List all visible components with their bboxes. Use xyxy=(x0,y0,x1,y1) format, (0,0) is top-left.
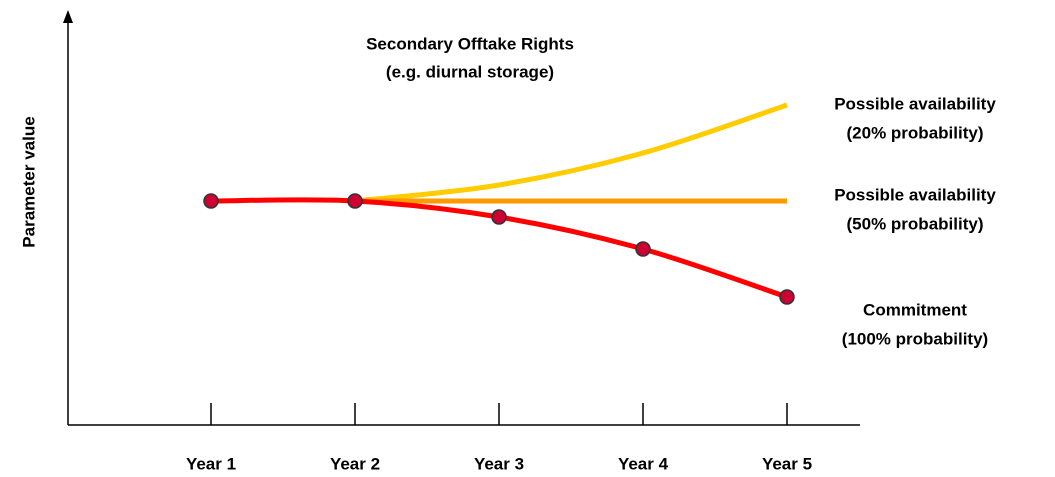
series-label: (50% probability) xyxy=(847,214,984,233)
y-axis-label: Parameter value xyxy=(19,116,38,247)
y-axis-arrow xyxy=(63,10,73,23)
chart-title: Secondary Offtake Rights xyxy=(366,34,574,53)
series-line xyxy=(354,102,788,204)
series-label: Commitment xyxy=(863,300,967,319)
x-tick-label: Year 5 xyxy=(762,454,812,473)
data-point xyxy=(779,289,795,305)
x-tick-label: Year 3 xyxy=(474,454,524,473)
series-label: Possible availability xyxy=(834,94,996,113)
data-point xyxy=(347,193,363,209)
data-point xyxy=(491,209,507,225)
series-label: (100% probability) xyxy=(842,329,988,348)
data-point xyxy=(203,193,219,209)
chart-subtitle: (e.g. diurnal storage) xyxy=(386,62,554,81)
x-tick-label: Year 4 xyxy=(618,454,669,473)
x-tick-label: Year 2 xyxy=(330,454,380,473)
series-label: Possible availability xyxy=(834,185,996,204)
data-point xyxy=(635,241,651,257)
x-tick-label: Year 1 xyxy=(186,454,236,473)
series-label: (20% probability) xyxy=(847,123,984,142)
